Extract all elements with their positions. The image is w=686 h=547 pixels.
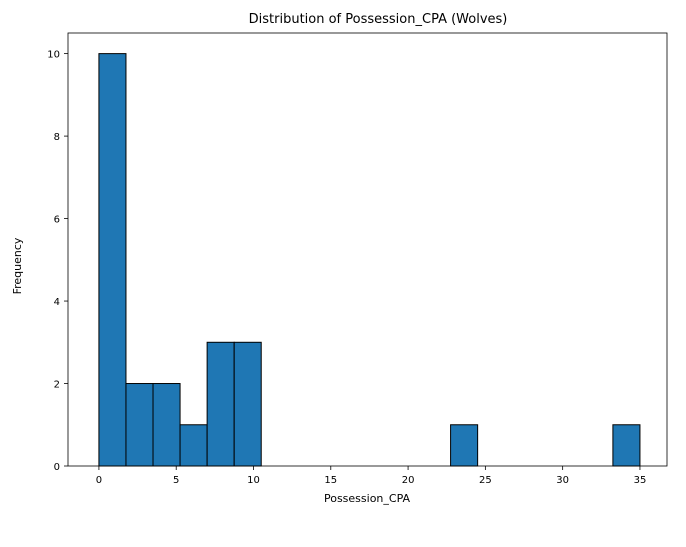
plot-frame	[67, 32, 668, 467]
histogram-bar	[179, 424, 208, 467]
y-tick-label: 6	[54, 215, 60, 226]
chart-title: Distribution of Possession_CPA (Wolves)	[249, 12, 508, 27]
x-tick-label: 10	[247, 475, 260, 486]
x-axis-ticks: 0 5 10 15 20 25 30 35	[96, 466, 647, 486]
histogram-bar	[125, 383, 154, 467]
y-axis-label: Frequency	[11, 237, 24, 294]
x-tick-label: 0	[96, 475, 102, 486]
histogram-bar	[612, 424, 641, 467]
x-tick-label: 5	[173, 475, 179, 486]
histogram-bar	[152, 383, 181, 467]
x-tick-label: 20	[402, 475, 415, 486]
bars-group	[98, 53, 641, 467]
x-tick-label: 25	[479, 475, 492, 486]
y-axis-ticks: 0 2 4 6 8 10	[47, 50, 68, 473]
histogram-bar	[98, 53, 127, 467]
x-tick-label: 35	[634, 475, 647, 486]
y-tick-label: 0	[54, 462, 60, 473]
histogram-bar	[233, 341, 262, 467]
y-tick-label: 4	[54, 297, 60, 308]
histogram-bar	[450, 424, 479, 467]
y-tick-label: 10	[47, 50, 60, 61]
x-tick-label: 30	[556, 475, 569, 486]
x-axis-label: Possession_CPA	[324, 492, 411, 505]
x-tick-label: 15	[324, 475, 337, 486]
y-tick-label: 2	[54, 380, 60, 391]
histogram-bar	[206, 341, 235, 467]
y-tick-label: 8	[54, 132, 60, 143]
